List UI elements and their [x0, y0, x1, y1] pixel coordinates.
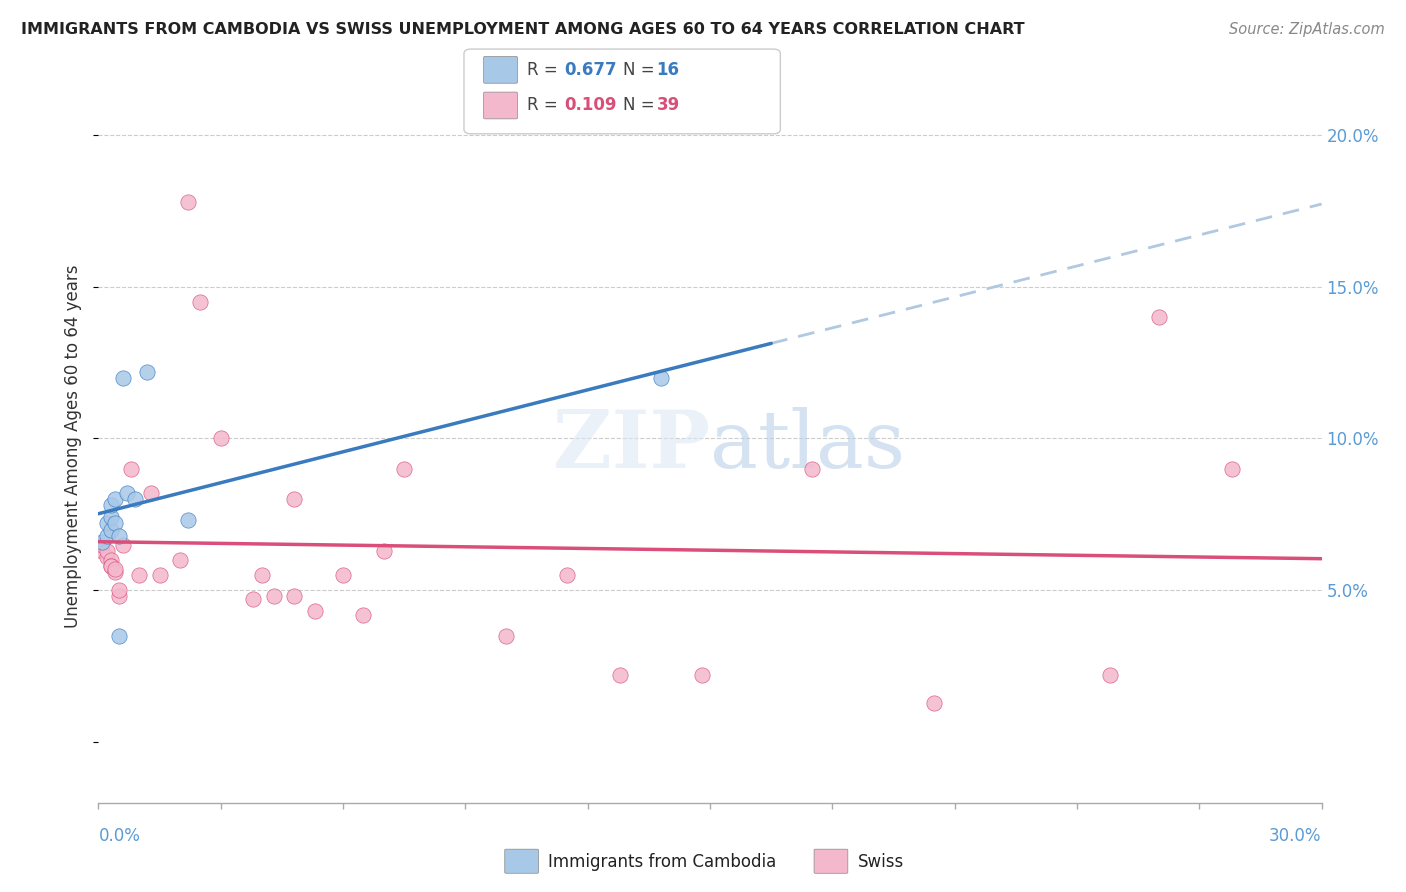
Text: R =: R =	[527, 96, 564, 114]
Text: N =: N =	[623, 61, 659, 78]
Text: 39: 39	[657, 96, 681, 114]
Text: Swiss: Swiss	[858, 853, 904, 871]
Text: Source: ZipAtlas.com: Source: ZipAtlas.com	[1229, 22, 1385, 37]
Text: N =: N =	[623, 96, 659, 114]
Text: Immigrants from Cambodia: Immigrants from Cambodia	[548, 853, 776, 871]
Text: ZIP: ZIP	[553, 407, 710, 485]
Y-axis label: Unemployment Among Ages 60 to 64 years: Unemployment Among Ages 60 to 64 years	[65, 264, 83, 628]
Text: 30.0%: 30.0%	[1270, 827, 1322, 845]
Text: 16: 16	[657, 61, 679, 78]
Text: IMMIGRANTS FROM CAMBODIA VS SWISS UNEMPLOYMENT AMONG AGES 60 TO 64 YEARS CORRELA: IMMIGRANTS FROM CAMBODIA VS SWISS UNEMPL…	[21, 22, 1025, 37]
Text: 0.109: 0.109	[564, 96, 616, 114]
Text: atlas: atlas	[710, 407, 905, 485]
Text: 0.0%: 0.0%	[98, 827, 141, 845]
Text: 0.677: 0.677	[564, 61, 616, 78]
Text: R =: R =	[527, 61, 564, 78]
